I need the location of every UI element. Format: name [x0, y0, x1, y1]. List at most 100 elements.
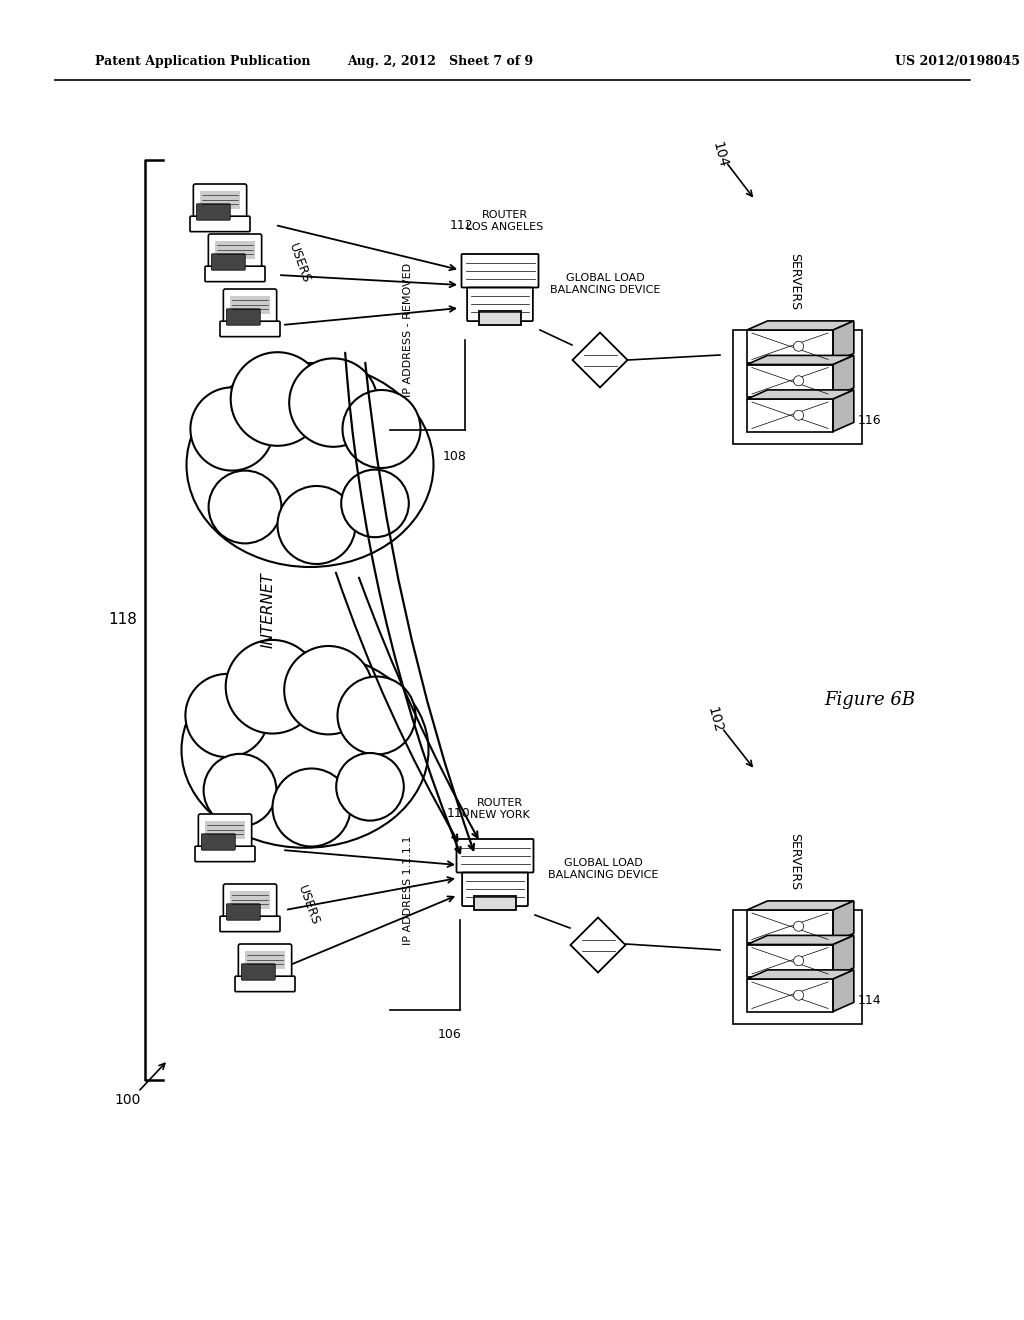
Ellipse shape — [186, 363, 433, 568]
FancyBboxPatch shape — [190, 216, 250, 231]
Circle shape — [289, 359, 378, 446]
FancyBboxPatch shape — [457, 840, 534, 873]
Circle shape — [794, 921, 804, 931]
Circle shape — [185, 675, 268, 758]
Circle shape — [794, 376, 804, 385]
FancyBboxPatch shape — [220, 321, 280, 337]
Polygon shape — [746, 900, 854, 909]
Polygon shape — [746, 970, 854, 979]
Text: US 2012/0198045 A1: US 2012/0198045 A1 — [895, 55, 1024, 69]
Polygon shape — [746, 389, 854, 399]
Bar — [206, 821, 245, 840]
Text: SERVERS: SERVERS — [788, 833, 802, 890]
Bar — [215, 242, 255, 259]
FancyBboxPatch shape — [462, 873, 528, 906]
Circle shape — [794, 411, 804, 420]
FancyBboxPatch shape — [226, 904, 260, 920]
FancyBboxPatch shape — [467, 288, 532, 321]
Bar — [746, 945, 834, 977]
Bar — [201, 191, 240, 209]
FancyBboxPatch shape — [223, 289, 276, 325]
Bar — [246, 950, 285, 969]
Text: 118: 118 — [109, 612, 137, 627]
Bar — [230, 296, 269, 314]
Bar — [474, 896, 516, 909]
Text: IP ADDRESS - REMOVED: IP ADDRESS - REMOVED — [403, 263, 413, 397]
FancyBboxPatch shape — [223, 884, 276, 919]
Text: ROUTER
NEW YORK: ROUTER NEW YORK — [470, 799, 529, 820]
Bar — [746, 330, 834, 363]
FancyBboxPatch shape — [462, 253, 539, 288]
FancyBboxPatch shape — [197, 203, 230, 220]
Text: IP ADDRESS 1.1.1.1: IP ADDRESS 1.1.1.1 — [403, 836, 413, 945]
Circle shape — [278, 486, 355, 564]
Circle shape — [338, 676, 416, 755]
Polygon shape — [834, 936, 854, 977]
FancyBboxPatch shape — [211, 253, 246, 271]
Bar — [746, 979, 834, 1011]
FancyBboxPatch shape — [226, 309, 260, 325]
Polygon shape — [746, 355, 854, 364]
Bar — [230, 891, 269, 909]
Text: 104: 104 — [710, 140, 730, 169]
Polygon shape — [834, 970, 854, 1011]
Text: 110: 110 — [447, 807, 471, 820]
Ellipse shape — [175, 635, 435, 865]
Text: SERVERS: SERVERS — [788, 253, 802, 310]
Polygon shape — [570, 917, 626, 973]
Polygon shape — [834, 900, 854, 942]
Text: 112: 112 — [450, 219, 474, 232]
Polygon shape — [834, 321, 854, 363]
Circle shape — [336, 752, 403, 821]
Text: ROUTER
LOS ANGELES: ROUTER LOS ANGELES — [466, 210, 544, 232]
Text: INTERNET: INTERNET — [260, 572, 275, 648]
Polygon shape — [834, 355, 854, 397]
Polygon shape — [572, 333, 628, 388]
FancyBboxPatch shape — [194, 183, 247, 219]
Polygon shape — [746, 321, 854, 330]
Polygon shape — [834, 389, 854, 432]
Bar — [732, 330, 862, 445]
Text: 108: 108 — [443, 450, 467, 463]
Text: 114: 114 — [858, 994, 882, 1006]
Circle shape — [209, 471, 282, 544]
Bar — [732, 909, 862, 1024]
Ellipse shape — [180, 345, 440, 585]
Text: 106: 106 — [438, 1028, 462, 1041]
Ellipse shape — [181, 652, 428, 847]
Polygon shape — [746, 936, 854, 945]
Circle shape — [204, 754, 276, 826]
Circle shape — [225, 640, 319, 734]
Circle shape — [285, 645, 373, 734]
FancyBboxPatch shape — [205, 267, 265, 281]
Text: USERS: USERS — [295, 883, 322, 927]
Circle shape — [794, 956, 804, 966]
Text: USERS: USERS — [286, 242, 312, 285]
Circle shape — [341, 470, 409, 537]
Circle shape — [230, 352, 325, 446]
FancyBboxPatch shape — [234, 977, 295, 991]
Text: Aug. 2, 2012   Sheet 7 of 9: Aug. 2, 2012 Sheet 7 of 9 — [347, 55, 534, 69]
Text: 116: 116 — [858, 413, 882, 426]
Text: 102: 102 — [705, 705, 725, 734]
Bar — [746, 399, 834, 432]
Circle shape — [342, 389, 421, 469]
Bar — [746, 364, 834, 397]
FancyBboxPatch shape — [239, 944, 292, 979]
Circle shape — [794, 342, 804, 351]
Text: Patent Application Publication: Patent Application Publication — [95, 55, 310, 69]
Bar — [479, 312, 520, 325]
FancyBboxPatch shape — [242, 964, 275, 981]
Circle shape — [190, 387, 273, 471]
FancyBboxPatch shape — [195, 846, 255, 862]
Bar — [746, 909, 834, 942]
Circle shape — [794, 990, 804, 1001]
Text: GLOBAL LOAD
BALANCING DEVICE: GLOBAL LOAD BALANCING DEVICE — [550, 273, 660, 294]
Circle shape — [272, 768, 350, 846]
Text: 100: 100 — [115, 1093, 141, 1107]
FancyBboxPatch shape — [202, 834, 236, 850]
Text: GLOBAL LOAD
BALANCING DEVICE: GLOBAL LOAD BALANCING DEVICE — [548, 858, 658, 880]
FancyBboxPatch shape — [220, 916, 280, 932]
FancyBboxPatch shape — [199, 814, 252, 849]
FancyBboxPatch shape — [208, 234, 262, 269]
